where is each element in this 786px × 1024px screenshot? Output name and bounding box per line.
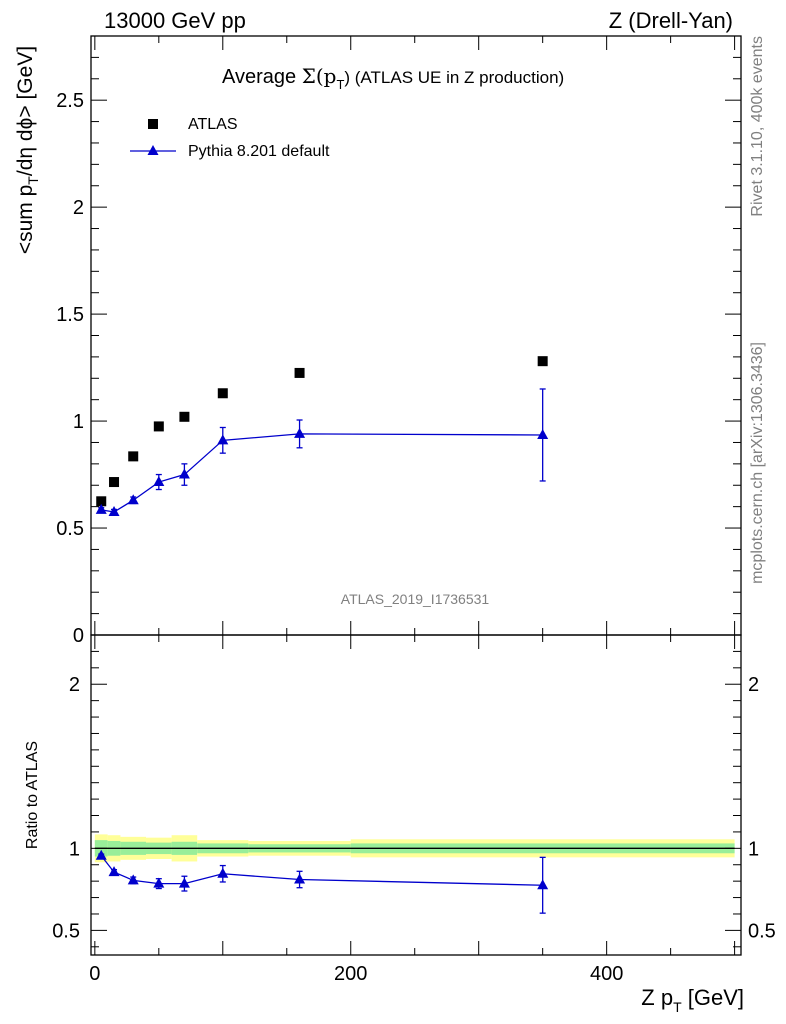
ratio-series bbox=[95, 849, 549, 914]
ratio-pythia-point bbox=[108, 866, 120, 877]
main-y-tick-label: 2 bbox=[73, 197, 84, 219]
y-axis-label: <sum pT/dη dϕ> [GeV] bbox=[14, 46, 41, 254]
pythia-line bbox=[101, 433, 543, 513]
ratio-pythia-point bbox=[178, 877, 190, 888]
ylabel-a: <sum p bbox=[14, 185, 37, 254]
pythia-point bbox=[178, 468, 190, 479]
legend-marker-pythia bbox=[147, 145, 159, 155]
ratio-frame bbox=[90, 634, 742, 956]
atlas-point bbox=[96, 496, 107, 507]
chart-title: Average Σ(pT) (ATLAS UE in Z production) bbox=[222, 64, 564, 92]
xlabel-b: [GeV] bbox=[682, 985, 744, 1010]
pythia-point bbox=[217, 434, 229, 445]
mcplots-label: mcplots.cern.ch [arXiv:1306.3436] bbox=[749, 342, 766, 584]
ylabel-b: /dη dϕ> [GeV] bbox=[14, 46, 37, 176]
ratio-pythia-point bbox=[537, 879, 549, 890]
x-tick-label: 400 bbox=[590, 963, 623, 985]
ratio-y-axis-label: Ratio to ATLAS bbox=[24, 741, 41, 849]
legend-marker-atlas bbox=[148, 119, 158, 129]
pythia-point bbox=[537, 428, 549, 439]
atlas-point bbox=[179, 411, 190, 422]
ratio-pythia-point bbox=[294, 873, 306, 884]
ratio-y-tick-label-left: 0.5 bbox=[52, 920, 80, 942]
ratio-y-tick-label-left: 2 bbox=[69, 674, 80, 696]
pythia-point bbox=[95, 503, 107, 514]
main-y-tick-label: 0.5 bbox=[56, 518, 84, 540]
axes: 0 200 400 0 0.5 1 1.5 2 2.5 0.5 0.5 1 1 2 2 bbox=[52, 35, 776, 985]
legend: ATLAS Pythia 8.201 default bbox=[130, 116, 330, 160]
analysis-watermark: ATLAS_2019_I1736531 bbox=[341, 591, 490, 607]
rivet-label: Rivet 3.1.10, 400k events bbox=[749, 36, 766, 217]
main-y-tick-label: 1 bbox=[73, 411, 84, 433]
legend-label-atlas: ATLAS bbox=[188, 116, 238, 133]
xlabel-sub: T bbox=[673, 999, 682, 1015]
main-y-tick-label: 2.5 bbox=[56, 90, 84, 112]
ratio-pythia-point bbox=[217, 867, 229, 878]
ratio-pythia-point bbox=[95, 849, 107, 860]
header-right: Z (Drell-Yan) bbox=[609, 8, 733, 33]
ratio-y-tick-label-right: 1 bbox=[748, 838, 759, 860]
atlas-point bbox=[128, 451, 139, 462]
atlas-point bbox=[537, 356, 548, 367]
ratio-pythia-line bbox=[100, 855, 543, 886]
atlas-point bbox=[109, 477, 120, 488]
atlas-point bbox=[217, 388, 228, 399]
atlas-point bbox=[294, 367, 305, 378]
title-prefix: Average bbox=[222, 66, 302, 88]
main-y-tick-label: 0 bbox=[73, 625, 84, 647]
ratio-y-tick-label-right: 0.5 bbox=[748, 920, 776, 942]
legend-label-pythia: Pythia 8.201 default bbox=[188, 143, 330, 160]
header-left: 13000 GeV pp bbox=[104, 8, 246, 33]
x-tick-label: 200 bbox=[334, 963, 367, 985]
pythia-point bbox=[108, 505, 120, 516]
title-suffix: ) (ATLAS UE in Z production) bbox=[344, 68, 564, 87]
ratio-y-tick-label-right: 2 bbox=[748, 674, 759, 696]
main-series bbox=[95, 356, 549, 516]
pythia-point bbox=[153, 476, 165, 487]
pythia-point bbox=[294, 427, 306, 438]
x-tick-label: 0 bbox=[89, 963, 100, 985]
ratio-pythia-point bbox=[153, 877, 165, 888]
x-axis-label: Z pT [GeV] bbox=[641, 985, 744, 1015]
atlas-point bbox=[153, 421, 164, 432]
title-sub: T bbox=[336, 77, 344, 92]
ratio-y-tick-label-left: 1 bbox=[69, 838, 80, 860]
xlabel-a: Z p bbox=[641, 985, 673, 1010]
title-sigma: Σ(p bbox=[302, 64, 337, 88]
main-y-tick-label: 1.5 bbox=[56, 304, 84, 326]
ylabel-sub: T bbox=[25, 176, 41, 185]
ratio-pythia-point bbox=[127, 874, 139, 885]
pythia-point bbox=[127, 494, 139, 505]
